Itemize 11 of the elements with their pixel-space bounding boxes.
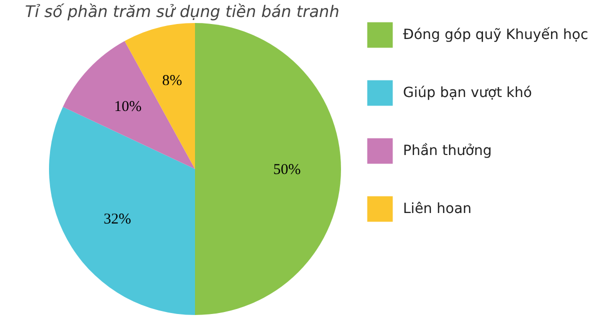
data-label: 8% [162,72,182,89]
legend-label: Giúp bạn vượt khó [403,85,532,101]
legend-label: Liên hoan [403,201,472,217]
pie-slice [62,41,195,169]
chart-title: Tỉ số phần trăm sử dụng tiền bán tranh [25,2,340,21]
data-label: 10% [114,99,142,116]
data-label: 32% [104,211,132,228]
data-label: 50% [273,162,301,178]
legend-label: Đóng góp quỹ Khuyến học [403,27,588,43]
legend-label: Phần thưởng [403,143,492,159]
pie-slice [195,23,341,315]
